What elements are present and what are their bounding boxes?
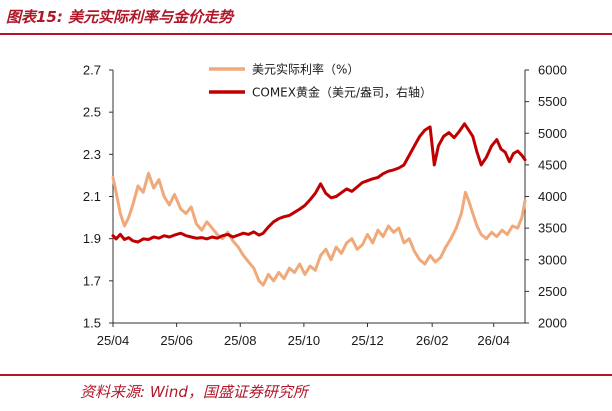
left-tick-label: 1.9: [83, 231, 101, 246]
right-tick-label: 6000: [538, 63, 567, 78]
legend: 美元实际利率（%） COMEX黄金（美元/盎司，右轴）: [209, 62, 432, 100]
legend-label-2: COMEX黄金（美元/盎司，右轴）: [252, 85, 432, 100]
left-tick-label: 2.5: [83, 105, 101, 120]
x-tick-label: 25/12: [351, 333, 384, 348]
tick-labels: 2.7 2.5 2.3 2.1 1.9 1.7 1.5 6000 5500 5000 4500 400…: [83, 63, 567, 349]
series-layer: [111, 122, 527, 287]
right-tick-label: 5500: [538, 94, 567, 109]
x-tick-label: 25/04: [97, 333, 130, 348]
left-tick-label: 1.5: [83, 316, 101, 331]
x-tick-label: 25/10: [288, 333, 321, 348]
right-tick-label: 2500: [538, 284, 567, 299]
series-line-1: [111, 171, 527, 287]
axes-layer: [109, 69, 529, 327]
right-tick-label: 4000: [538, 189, 567, 204]
x-tick-label: 25/08: [224, 333, 257, 348]
left-tick-label: 2.3: [83, 147, 101, 162]
right-tick-label: 3500: [538, 221, 567, 236]
figure-title: 图表15: 美元实际利率与金价走势: [6, 8, 234, 26]
right-tick-label: 2000: [538, 316, 567, 331]
x-tick-label: 25/06: [160, 333, 193, 348]
x-tick-label: 26/04: [477, 333, 510, 348]
top-rule: [0, 33, 612, 35]
right-tick-label: 3000: [538, 252, 567, 267]
left-tick-label: 1.7: [83, 273, 101, 288]
left-tick-label: 2.1: [83, 189, 101, 204]
left-tick-label: 2.7: [83, 63, 101, 78]
legend-label-1: 美元实际利率（%）: [252, 62, 359, 77]
x-tick-label: 26/02: [416, 333, 449, 348]
right-tick-label: 5000: [538, 126, 567, 141]
series-line-2: [111, 122, 527, 244]
bottom-rule: [0, 374, 612, 376]
source-note: 资料来源: Wind，国盛证券研究所: [80, 383, 308, 401]
right-tick-label: 4500: [538, 157, 567, 172]
